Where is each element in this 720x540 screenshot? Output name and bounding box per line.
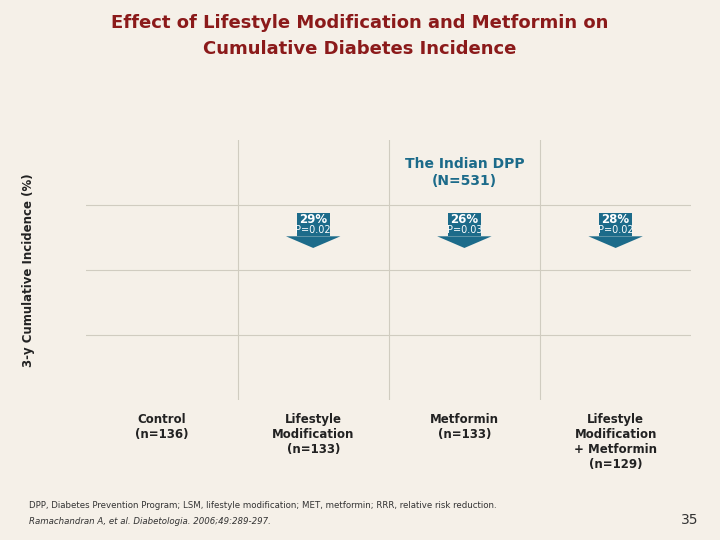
- FancyBboxPatch shape: [448, 213, 481, 237]
- Text: Control
(n=136): Control (n=136): [135, 413, 189, 441]
- Text: P=0.02: P=0.02: [598, 225, 634, 235]
- Text: Metformin
(n=133): Metformin (n=133): [430, 413, 499, 441]
- Text: Effect of Lifestyle Modification and Metformin on: Effect of Lifestyle Modification and Met…: [112, 14, 608, 31]
- Text: The Indian DPP: The Indian DPP: [405, 157, 524, 171]
- Text: P=0.03: P=0.03: [446, 225, 482, 235]
- FancyBboxPatch shape: [297, 213, 330, 237]
- Text: Lifestyle
Modification
+ Metformin
(n=129): Lifestyle Modification + Metformin (n=12…: [574, 413, 657, 471]
- Text: (N=531): (N=531): [432, 173, 497, 187]
- Text: Ramachandran A, et al. Diabetologia. 2006;49:289-297.: Ramachandran A, et al. Diabetologia. 200…: [29, 517, 271, 526]
- Text: 35: 35: [681, 512, 698, 526]
- Text: 29%: 29%: [299, 213, 328, 226]
- Text: Lifestyle
Modification
(n=133): Lifestyle Modification (n=133): [272, 413, 354, 456]
- Text: 3-y Cumulative Incidence (%): 3-y Cumulative Incidence (%): [22, 173, 35, 367]
- Polygon shape: [286, 237, 341, 248]
- FancyBboxPatch shape: [599, 213, 632, 237]
- Text: 28%: 28%: [601, 213, 630, 226]
- Text: P=0.02: P=0.02: [295, 225, 331, 235]
- Polygon shape: [588, 237, 643, 248]
- Text: DPP, Diabetes Prevention Program; LSM, lifestyle modification; MET, metformin; R: DPP, Diabetes Prevention Program; LSM, l…: [29, 501, 496, 510]
- Text: 26%: 26%: [450, 213, 479, 226]
- Polygon shape: [437, 237, 492, 248]
- Text: Cumulative Diabetes Incidence: Cumulative Diabetes Incidence: [203, 40, 517, 58]
